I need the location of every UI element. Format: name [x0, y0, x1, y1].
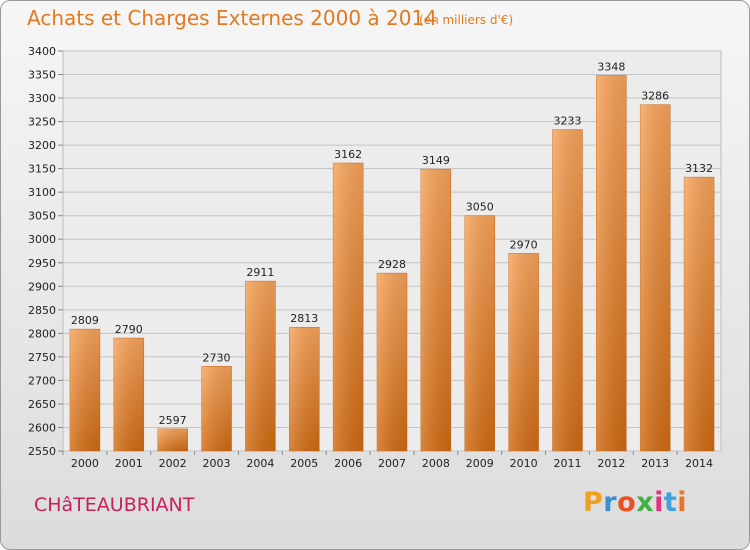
- y-tick-label: 2950: [28, 257, 56, 270]
- bar-shade: [113, 338, 144, 451]
- value-label: 2597: [159, 414, 187, 427]
- chart-subtitle: (en milliers d'€): [419, 13, 514, 27]
- bar-shade: [640, 104, 671, 451]
- logo-letter: t: [663, 487, 678, 518]
- bar-shade: [289, 327, 320, 451]
- y-tick-label: 2650: [28, 398, 56, 411]
- x-tick-label: 2002: [159, 457, 187, 470]
- logo-letter: r: [603, 487, 618, 518]
- value-label: 2790: [115, 323, 143, 336]
- bar-shade: [552, 129, 583, 451]
- bar-shade: [464, 215, 495, 451]
- x-tick-label: 2004: [246, 457, 274, 470]
- bar-shade: [69, 329, 100, 451]
- y-tick-label: 2600: [28, 421, 56, 434]
- value-label: 2809: [71, 314, 99, 327]
- logo-letter: P: [583, 487, 604, 518]
- y-tick-label: 3050: [28, 210, 56, 223]
- y-tick-label: 3000: [28, 233, 56, 246]
- bar-shade: [157, 428, 188, 451]
- proxiti-logo: Proxiti: [583, 487, 687, 518]
- x-tick-label: 2005: [290, 457, 318, 470]
- x-tick-label: 2014: [685, 457, 713, 470]
- bar-shade: [245, 281, 276, 451]
- bar-shade: [201, 366, 232, 451]
- value-label: 2730: [203, 351, 231, 364]
- y-tick-label: 3350: [28, 69, 56, 82]
- value-label: 2970: [510, 238, 538, 251]
- value-label: 3348: [597, 60, 625, 73]
- x-tick-label: 2001: [115, 457, 143, 470]
- x-tick-label: 2007: [378, 457, 406, 470]
- y-tick-label: 2900: [28, 280, 56, 293]
- bar-shade: [377, 273, 407, 451]
- y-tick-label: 2850: [28, 304, 56, 317]
- y-tick-label: 2700: [28, 374, 56, 387]
- value-label: 3050: [466, 201, 494, 214]
- value-label: 3233: [553, 115, 581, 128]
- value-label: 2928: [378, 258, 406, 271]
- y-tick-label: 3200: [28, 139, 56, 152]
- x-tick-label: 2012: [597, 457, 625, 470]
- value-label: 3286: [641, 90, 669, 103]
- logo-letter: x: [636, 487, 655, 518]
- city-name: CHâTEAUBRIANT: [34, 494, 195, 516]
- value-label: 3149: [422, 154, 450, 167]
- x-tick-label: 2009: [466, 457, 494, 470]
- value-label: 3162: [334, 148, 362, 161]
- x-tick-label: 2011: [553, 457, 581, 470]
- y-axis: 2550 2600 2650 2700 2750 2800 2850 2900 2950 3000…: [28, 45, 63, 458]
- bar-shade: [684, 177, 715, 451]
- y-tick-label: 2750: [28, 351, 56, 364]
- x-tick-label: 2006: [334, 457, 362, 470]
- y-tick-label: 2550: [28, 445, 56, 458]
- logo-letter: i: [677, 487, 688, 518]
- logo-letter: i: [654, 487, 664, 518]
- value-label: 2813: [290, 312, 318, 325]
- y-tick-label: 2800: [28, 327, 56, 340]
- y-tick-label: 3300: [28, 92, 56, 105]
- x-axis: 2000 2001 2002 2003 2004 2005 2006 2007 2008 2009…: [62, 451, 713, 470]
- value-label: 2911: [246, 266, 274, 279]
- y-tick-label: 3100: [28, 186, 56, 199]
- x-tick-label: 2000: [71, 457, 99, 470]
- y-tick-label: 3400: [28, 45, 56, 58]
- x-tick-label: 2013: [641, 457, 669, 470]
- x-tick-label: 2003: [203, 457, 231, 470]
- logo-letter: o: [617, 487, 637, 518]
- y-tick-label: 3250: [28, 116, 56, 129]
- x-tick-label: 2008: [422, 457, 450, 470]
- y-tick-label: 3150: [28, 163, 56, 176]
- bar-shade: [420, 169, 451, 451]
- bar-shade: [596, 75, 627, 452]
- value-label: 3132: [685, 162, 713, 175]
- x-tick-label: 2010: [510, 457, 538, 470]
- chart-title: Achats et Charges Externes 2000 à 2014: [27, 6, 437, 30]
- bars: 2809 2790 2597 2730 2911 2813 3162 2928 3149 3050…: [69, 60, 715, 452]
- bar-shade: [508, 253, 539, 451]
- bar-shade: [333, 163, 364, 451]
